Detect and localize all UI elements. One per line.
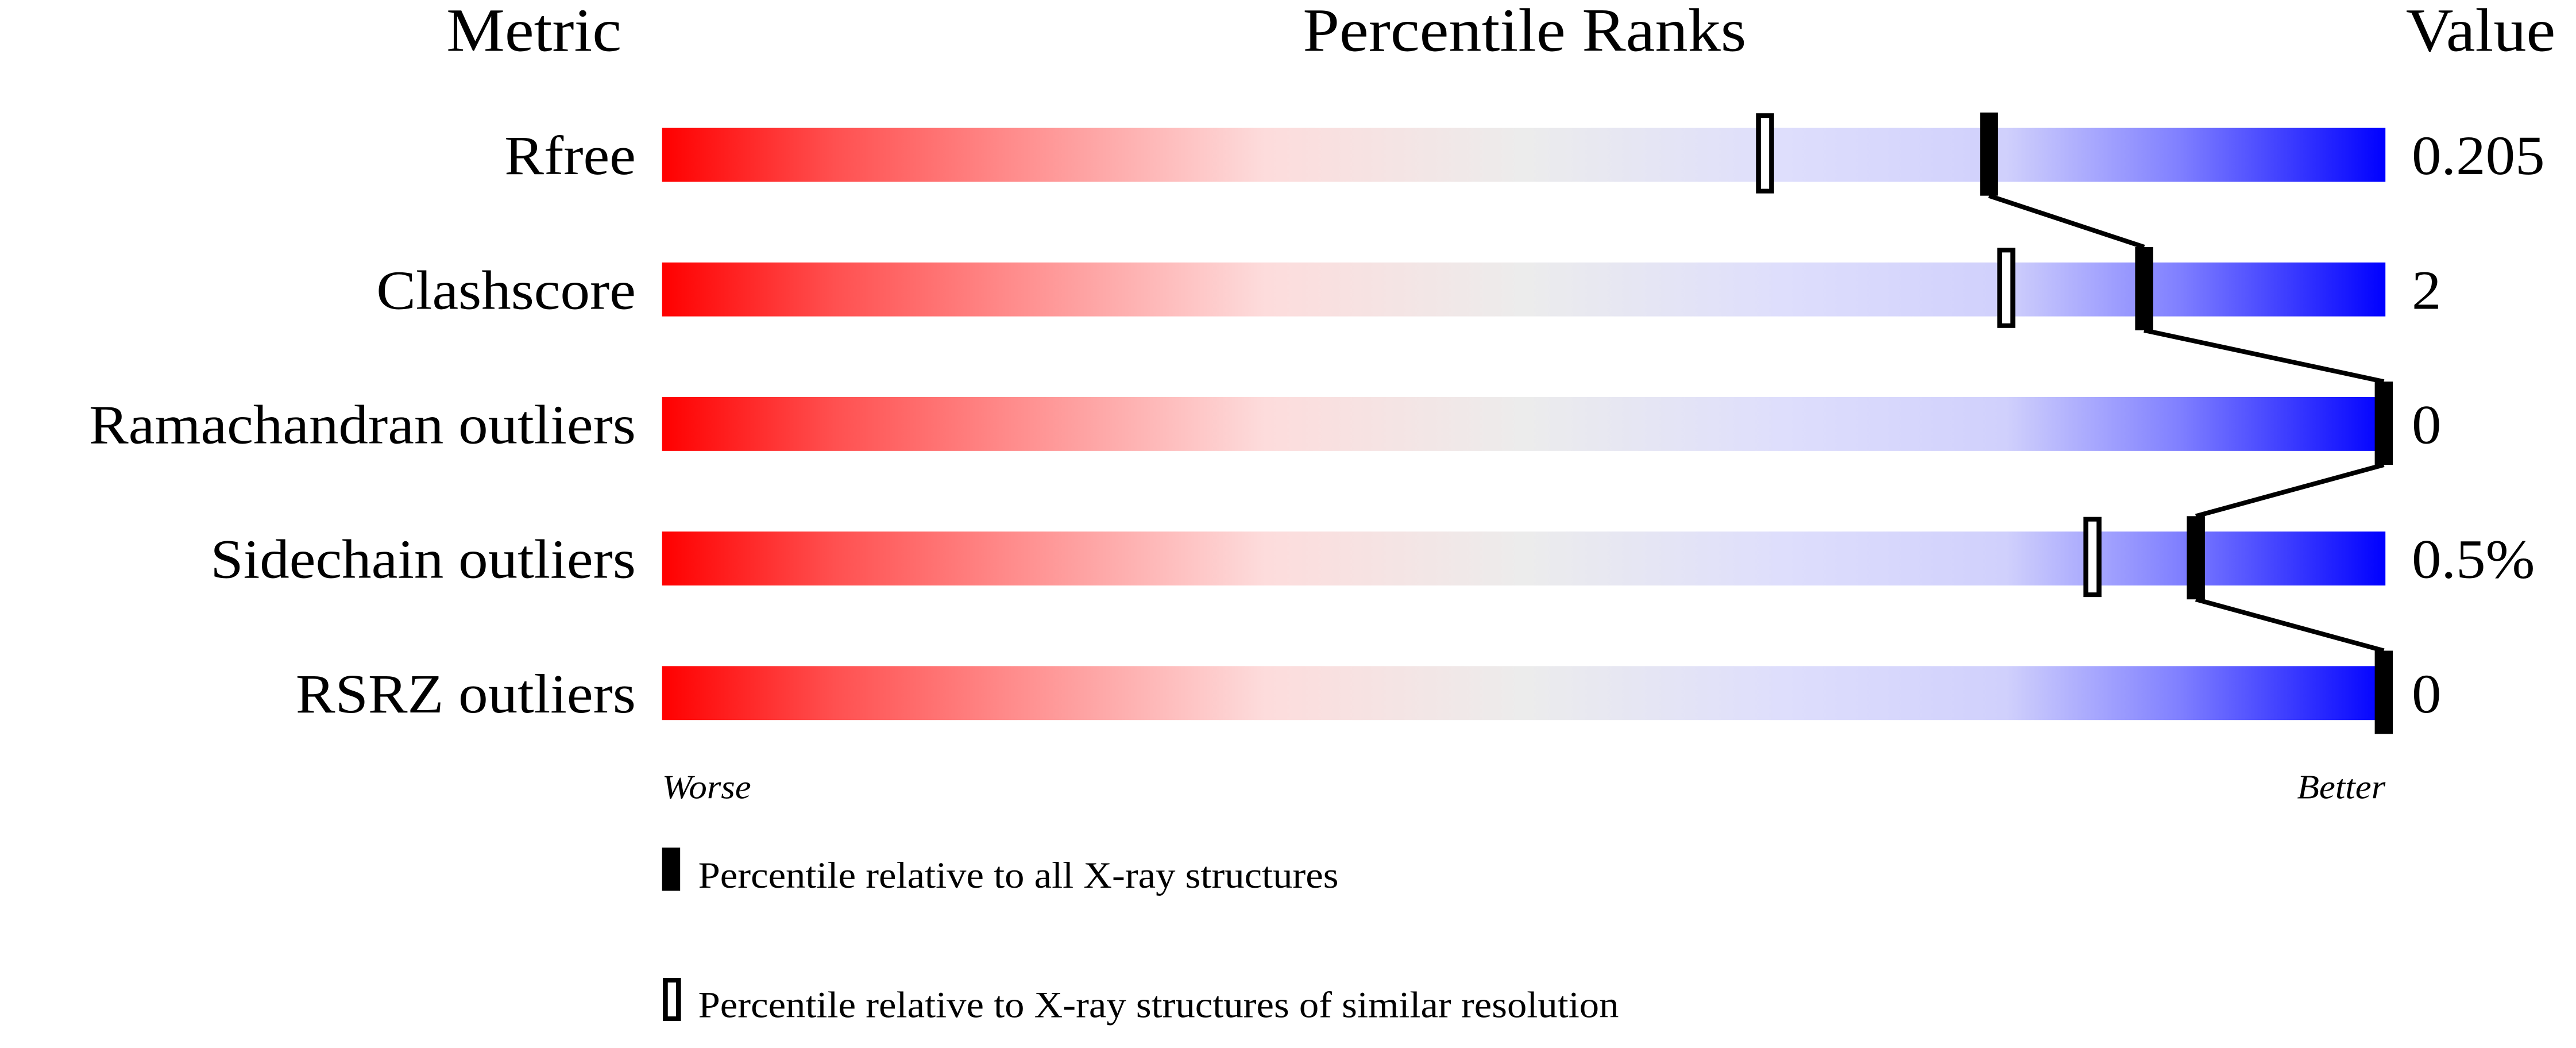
percentile-bar [662, 531, 2386, 586]
header-percentile-ranks: Percentile Ranks [1303, 0, 1746, 64]
axis-label-worse: Worse [662, 769, 751, 806]
percentile-bar [662, 262, 2386, 317]
connector-line [2195, 597, 2385, 653]
all-structures-marker [2135, 246, 2153, 330]
metric-label: Ramachandran outliers [89, 394, 636, 455]
metric-value: 0 [2412, 394, 2441, 455]
metric-label: Rfree [504, 125, 636, 186]
connector-line [2195, 463, 2385, 519]
legend-open-marker [663, 977, 681, 1022]
metric-value: 0.5% [2412, 529, 2535, 590]
all-structures-marker [2187, 516, 2205, 600]
connector-line [2144, 328, 2385, 384]
all-structures-marker [1980, 112, 1998, 196]
axis-label-better: Better [2297, 769, 2385, 806]
all-structures-marker [2374, 382, 2393, 465]
legend-label-similar: Percentile relative to X-ray structures … [698, 985, 1619, 1026]
percentile-bar [662, 128, 2386, 182]
legend-label-all: Percentile relative to all X-ray structu… [698, 856, 1339, 896]
percentile-bar [662, 666, 2386, 720]
all-structures-marker [2374, 650, 2393, 734]
percentile-bar [662, 396, 2386, 451]
metric-value: 0.205 [2412, 125, 2545, 186]
metric-label: Clashscore [376, 259, 636, 321]
similar-resolution-marker [2083, 517, 2102, 598]
header-value: Value [2406, 0, 2556, 64]
metric-label: RSRZ outliers [296, 663, 636, 725]
similar-resolution-marker [1756, 113, 1774, 194]
metric-value: 0 [2412, 663, 2441, 725]
legend-filled-marker [662, 847, 681, 891]
metric-label: Sidechain outliers [210, 529, 635, 590]
connector-line [1988, 193, 2145, 249]
header-metric: Metric [446, 0, 621, 64]
metric-value: 2 [2412, 259, 2441, 321]
similar-resolution-marker [1997, 248, 2015, 328]
